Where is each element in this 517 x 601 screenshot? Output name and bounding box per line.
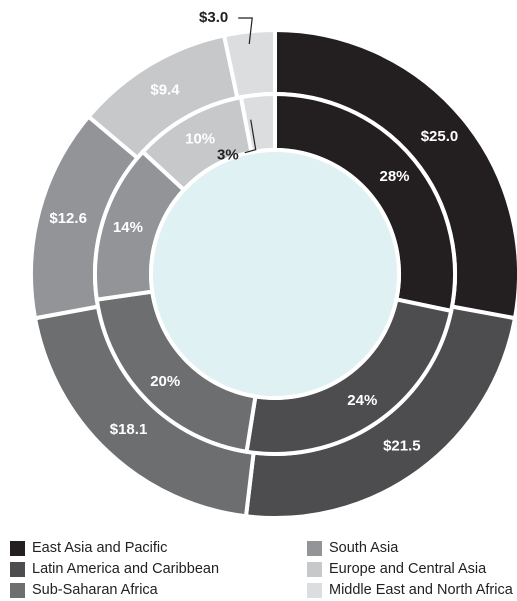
legend-item-sub-saharan-africa: Sub-Saharan Africa [10,580,158,600]
legend-item-europe-and-central-asia: Europe and Central Asia [307,559,486,579]
legend-swatch [307,561,322,577]
legend-label: South Asia [329,540,399,556]
legend-swatch [10,582,25,598]
inner-label-east-asia-and-pacific: 28% [380,168,410,185]
outer-label-middle-east-and-north-africa: $3.0 [199,9,228,26]
legend-item-east-asia-and-pacific: East Asia and Pacific [10,538,167,558]
inner-label-middle-east-and-north-africa: 3% [217,147,239,164]
outer-label-sub-saharan-africa: $18.1 [110,421,148,438]
outer-label-south-asia: $12.6 [49,210,87,227]
outer-label-europe-and-central-asia: $9.4 [150,81,180,98]
legend-label: East Asia and Pacific [32,540,168,556]
outer-label-east-asia-and-pacific: $25.0 [421,128,459,145]
inner-leader-line [244,119,257,154]
legend-swatch [307,582,322,598]
legend-item-middle-east-and-north-africa: Middle East and North Africa [307,580,513,600]
legend-swatch [10,540,25,556]
legend-swatch [307,540,322,556]
legend-item-south-asia: South Asia [307,538,398,558]
inner-label-europe-and-central-asia: 10% [185,130,215,147]
legend-swatch [10,561,25,577]
value-labels: $25.0 $21.5 $18.1 $12.6 $9.4 $3.0 28% 24% 20% 14%… [49,9,458,454]
center-disc [149,148,401,400]
legend-label: Sub-Saharan Africa [32,582,158,598]
legend-label: Europe and Central Asia [329,561,487,577]
inner-label-latin-america-and-caribbean: 24% [347,392,377,409]
inner-label-sub-saharan-africa: 20% [150,373,180,390]
legend-item-latin-america-and-caribbean: Latin America and Caribbean [10,559,219,579]
leader-lines [238,17,257,154]
outer-leader-line [238,17,253,45]
legend-label: Latin America and Caribbean [32,561,220,577]
inner-label-south-asia: 14% [113,219,143,236]
outer-label-latin-america-and-caribbean: $21.5 [383,437,421,454]
legend-label: Middle East and North Africa [329,582,513,598]
